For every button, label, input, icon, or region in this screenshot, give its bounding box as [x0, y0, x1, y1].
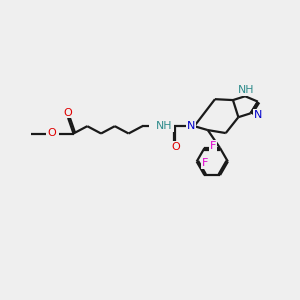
Text: N: N — [254, 110, 262, 120]
Text: NH: NH — [238, 85, 254, 94]
Text: F: F — [202, 158, 208, 168]
Text: N: N — [187, 121, 196, 131]
Text: NH: NH — [156, 121, 173, 131]
Text: O: O — [171, 142, 180, 152]
Text: O: O — [47, 128, 56, 139]
Text: O: O — [64, 107, 73, 118]
Text: F: F — [210, 141, 216, 151]
